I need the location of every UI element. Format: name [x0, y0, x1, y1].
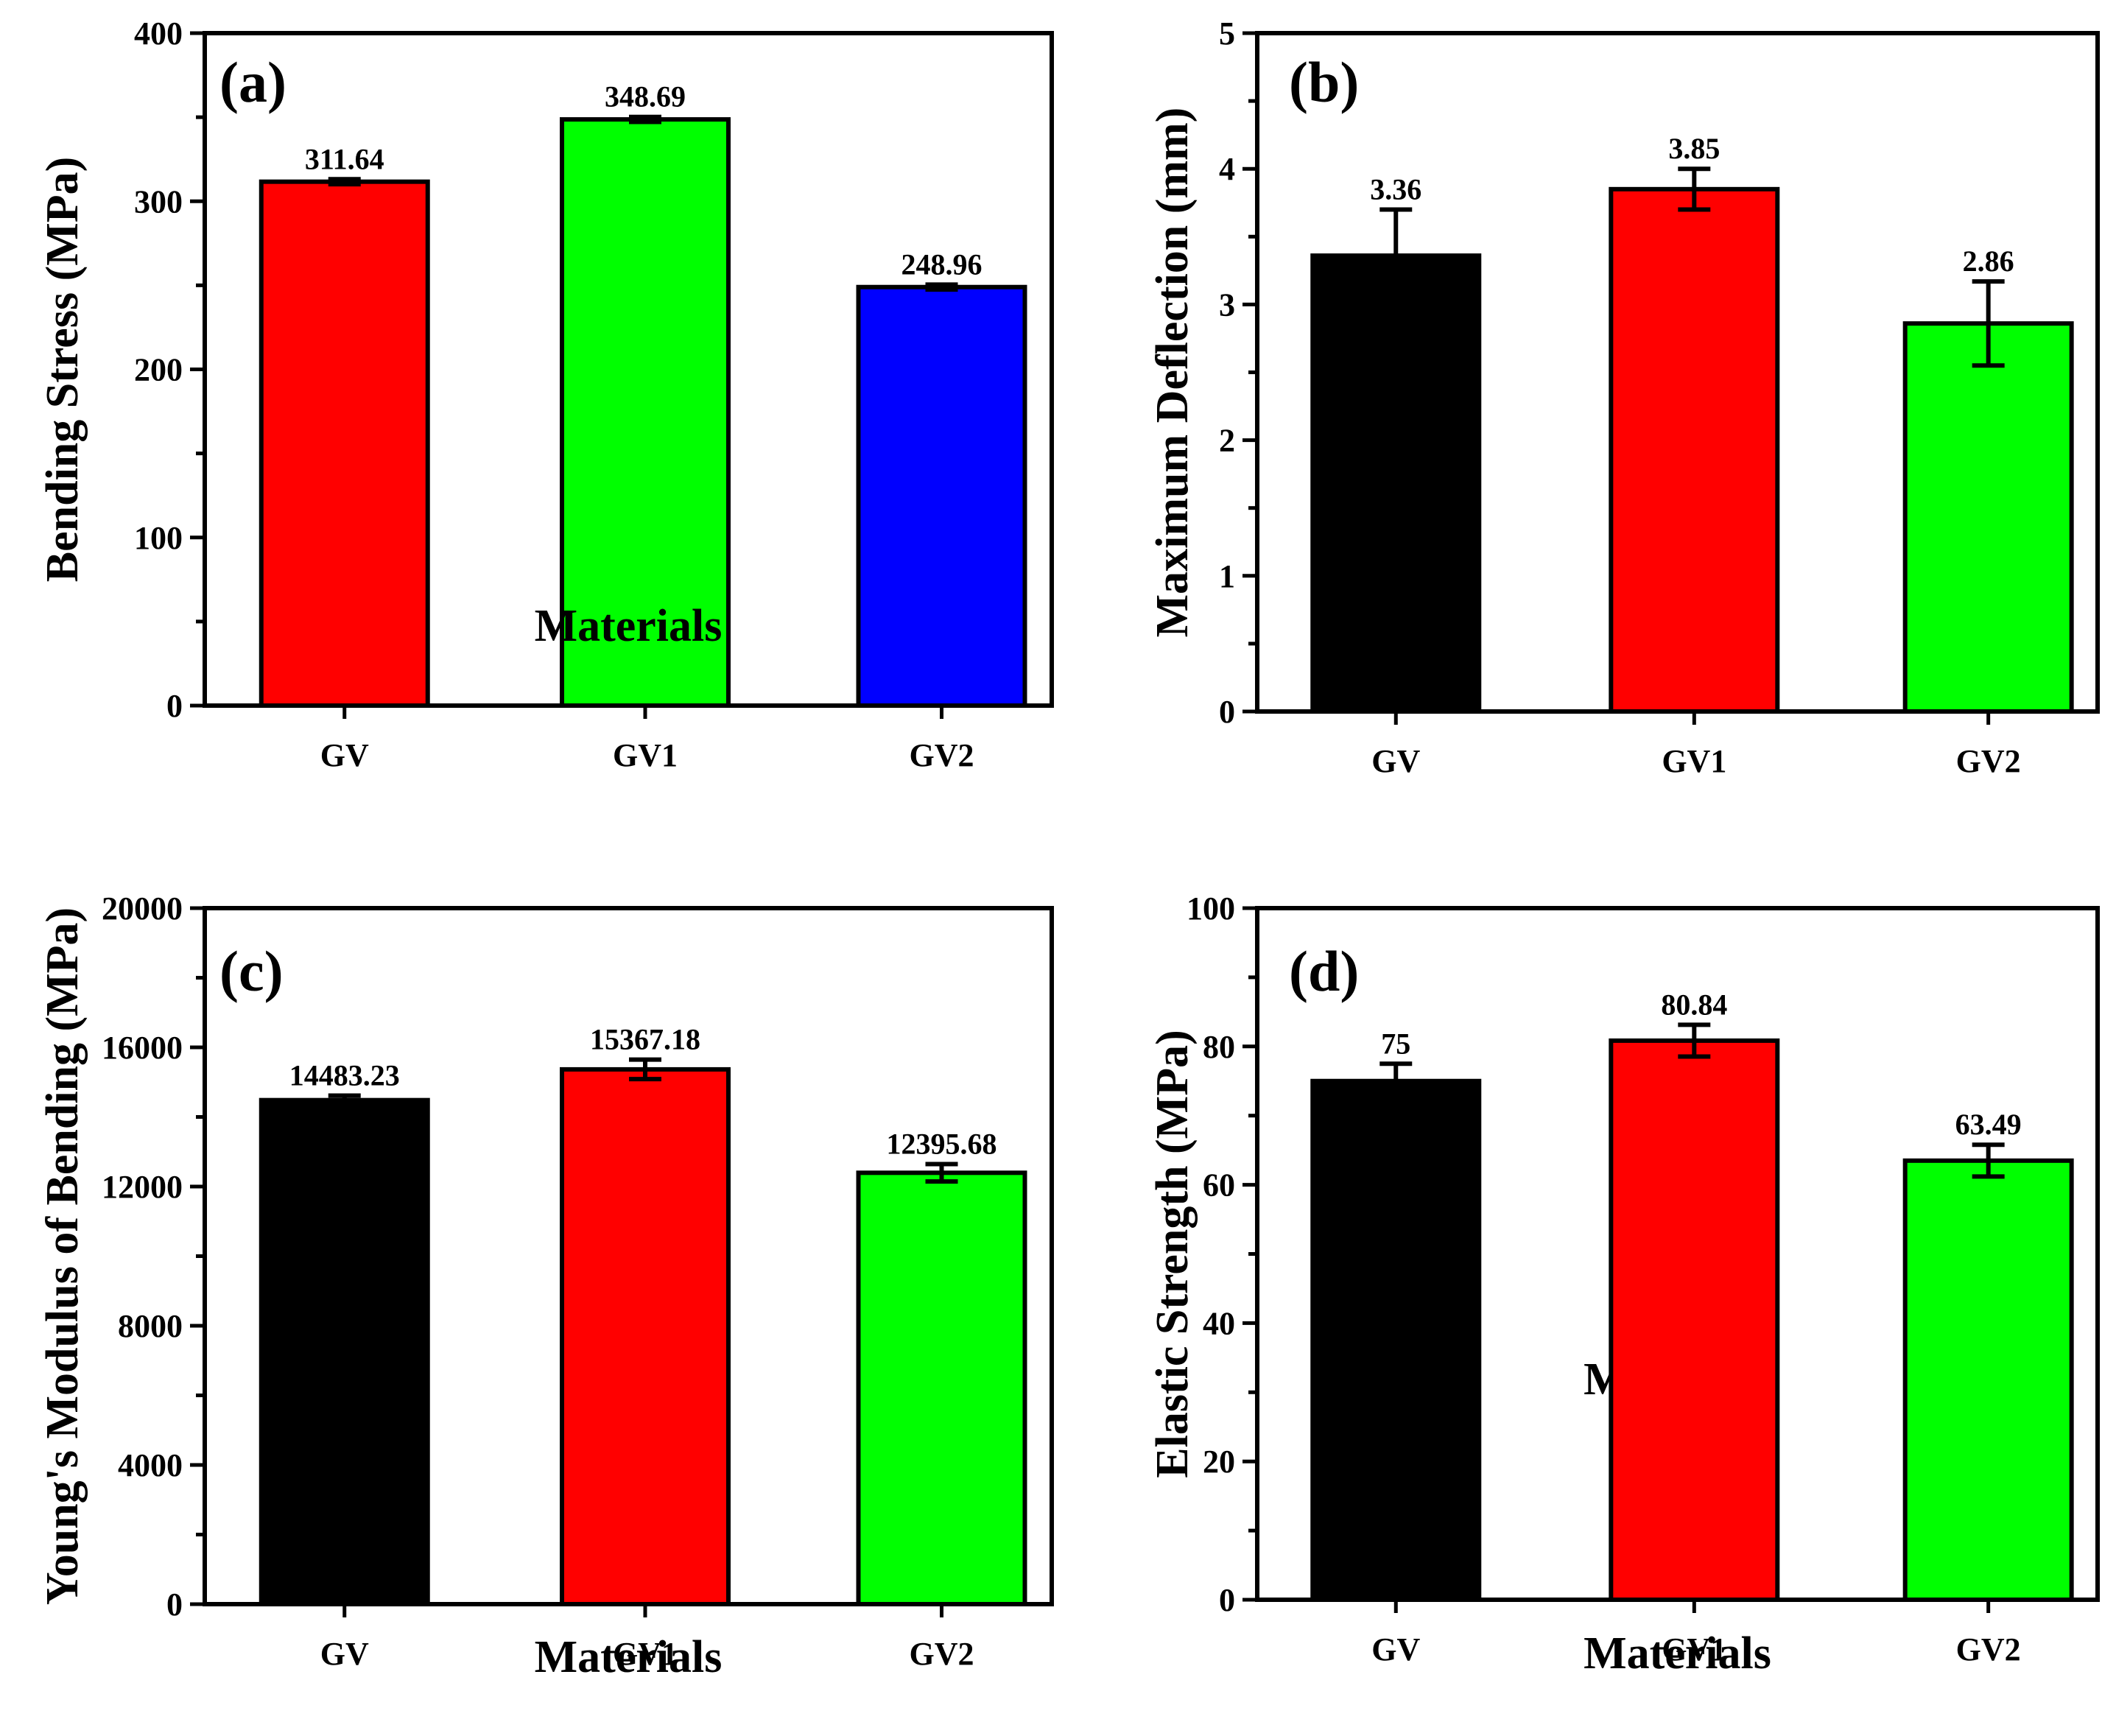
y-tick-label: 100 [134, 520, 183, 556]
data-label-gv: 75 [1381, 1027, 1410, 1060]
error-bar-gv2 [925, 1162, 958, 1184]
x-tick-label-gv: GV [1371, 1631, 1420, 1668]
x-tick-label-gv: GV [320, 1636, 369, 1672]
data-label-gv2: 248.96 [901, 247, 983, 281]
y-tick-label: 20000 [102, 890, 183, 927]
chart-panel-a: 311.64 GV 348.69 GV1 248.96 GV2 0 100 200 300 400 (… [38, 15, 1054, 773]
y-tick-label: 8000 [118, 1308, 183, 1344]
data-label-gv1: 3.85 [1668, 132, 1720, 165]
error-bar-gv [328, 1093, 361, 1107]
x-axis-title: Materials [535, 601, 723, 651]
y-tick-label: 20 [1203, 1444, 1235, 1480]
x-tick-label-gv2: GV2 [1956, 743, 2021, 779]
y-tick-label: 16000 [102, 1030, 183, 1066]
chart-panel-b: 3.36GV3.85GV12.86GV2012345(b)MaterialsMa… [1147, 15, 2100, 1405]
error-bar-gv [1379, 1061, 1413, 1101]
x-tick-label-gv: GV [320, 737, 369, 773]
y-tick-label: 0 [166, 688, 183, 724]
data-label-gv: 311.64 [305, 142, 384, 175]
bar-gv1 [560, 1066, 731, 1606]
y-axis-title: Young's Modulus of Bending (MPa) [38, 907, 88, 1605]
data-label-gv2: 63.49 [1955, 1108, 2022, 1141]
x-tick-label-gv1: GV1 [613, 1636, 678, 1672]
error-bar-gv2 [1972, 1142, 2005, 1179]
x-tick-label-gv1: GV1 [613, 737, 678, 773]
x-tick-label-gv2: GV2 [910, 737, 974, 773]
chart-panel-d: 75 GV 80.84 GV1 63.49 GV2 0 20 40 60 80 100 (d) Mater… [1147, 890, 2100, 1679]
bar-gv [259, 1097, 430, 1606]
bar-gv2 [856, 284, 1027, 709]
y-tick-label: 4000 [118, 1447, 183, 1483]
y-tick-label: 0 [1219, 1582, 1235, 1618]
data-label-gv: 3.36 [1370, 172, 1421, 205]
y-tick-label: 300 [134, 183, 183, 219]
y-tick-label: 2 [1219, 423, 1235, 459]
y-axis-title: Maximum Deflection (mm) [1147, 108, 1198, 638]
y-tick-label: 12000 [102, 1169, 183, 1205]
x-tick-label-gv1: GV1 [1662, 743, 1726, 779]
data-label-gv1: 15367.18 [590, 1023, 700, 1056]
error-bar-gv1 [629, 114, 661, 124]
bar-gv2 [1902, 1158, 2074, 1602]
error-bar-gv2 [925, 282, 958, 292]
data-label-gv: 14483.23 [289, 1059, 400, 1092]
y-tick-label: 4 [1219, 151, 1235, 187]
y-tick-label: 40 [1203, 1305, 1235, 1341]
data-label-gv2: 2.86 [1963, 245, 2014, 278]
plot-frame [203, 31, 1054, 708]
y-tick-label: 0 [1219, 694, 1235, 730]
bar-gv1 [1609, 1038, 1780, 1602]
y-axis-title: Bending Stress (MPa) [38, 157, 88, 583]
plot-frame [1255, 906, 2100, 1602]
chart-panel-c: 14483.23 GV 15367.18 GV1 12395.68 GV2 0 4000 800… [38, 890, 1054, 1682]
x-tick-label-gv1: GV1 [1662, 1631, 1726, 1668]
bar-gv1 [560, 117, 731, 709]
y-tick-label: 80 [1203, 1029, 1235, 1065]
y-tick-label: 100 [1187, 890, 1235, 927]
x-tick-label-gv2: GV2 [1956, 1631, 2021, 1668]
error-bar-gv2 [1972, 279, 2005, 368]
data-label-gv1: 348.69 [605, 80, 686, 113]
y-axis-title: Elastic Strength (MPa) [1147, 1030, 1198, 1477]
y-tick-label: 400 [134, 15, 183, 52]
x-tick-label-gv: GV [1371, 743, 1420, 779]
y-tick-label: 200 [134, 352, 183, 388]
error-bar-gv [328, 177, 361, 187]
error-bar-gv [1379, 207, 1413, 304]
y-tick-label: 0 [166, 1586, 183, 1623]
bar-gv1 [1609, 186, 1780, 714]
bar-gv [1310, 253, 1482, 714]
error-bar-gv1 [629, 1057, 661, 1082]
error-bar-gv1 [1678, 166, 1711, 212]
x-axis-title: Materials [1584, 1628, 1771, 1679]
panel-label: (d) [1289, 939, 1359, 1003]
bar-gv [259, 179, 430, 708]
y-tick-label: 5 [1219, 15, 1235, 52]
bar-gv [1310, 1078, 1482, 1602]
panel-label: (a) [219, 50, 287, 114]
y-tick-label: 3 [1219, 287, 1235, 323]
x-axis-title: Materials [535, 1632, 723, 1682]
y-tick-label: 1 [1219, 558, 1235, 594]
error-bar-gv1 [1678, 1022, 1711, 1059]
bar-gv2 [856, 1170, 1027, 1606]
x-tick-label-gv2: GV2 [910, 1636, 974, 1672]
panel-label: (c) [219, 939, 284, 1003]
panel-label: (b) [1289, 50, 1359, 114]
data-label-gv1: 80.84 [1661, 988, 1727, 1021]
plot-frame [1255, 31, 2100, 714]
plot-frame [203, 906, 1054, 1606]
data-label-gv2: 12395.68 [887, 1127, 997, 1160]
y-tick-label: 60 [1203, 1167, 1235, 1203]
bar-gv2 [1902, 321, 2074, 714]
